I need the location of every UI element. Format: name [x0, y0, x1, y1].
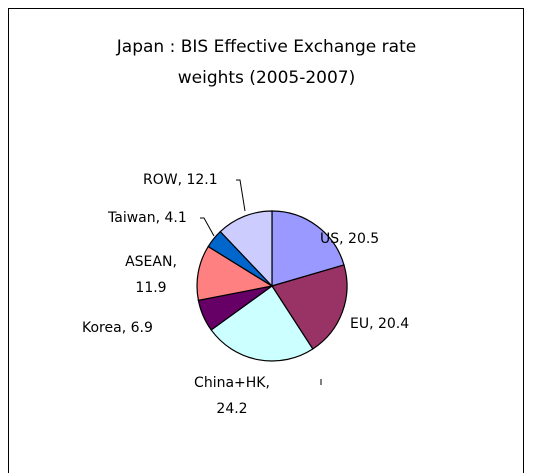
chart-title: Japan : BIS Effective Exchange rate weig…	[116, 37, 417, 88]
chart-frame	[8, 8, 524, 473]
data-label: Korea, 6.9	[82, 320, 153, 336]
data-label: China+HK, 24.2	[194, 375, 270, 417]
data-label: US, 20.5	[320, 231, 380, 247]
pie-slice	[210, 285, 314, 362]
data-label: Taiwan, 4.1	[108, 210, 187, 226]
data-label: ASEAN, 11.9	[125, 254, 177, 296]
pie-slice	[219, 210, 273, 288]
data-label: ROW, 12.1	[143, 172, 218, 188]
pie-slice	[271, 210, 345, 287]
pie-slice	[271, 264, 348, 350]
leader-line	[236, 179, 246, 212]
data-label: EU, 20.4	[350, 316, 410, 332]
leader-line	[200, 217, 215, 237]
